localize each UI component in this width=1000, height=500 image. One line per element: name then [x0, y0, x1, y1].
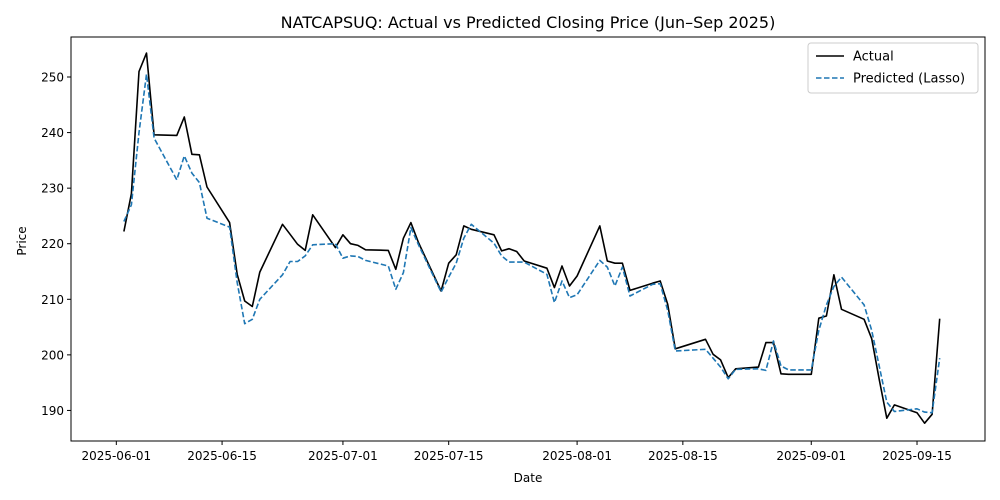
x-tick-label: 2025-09-15 [882, 449, 952, 463]
legend-label: Actual [853, 50, 894, 65]
series-line-predicted [123, 73, 941, 414]
y-axis-title: Price [15, 226, 29, 255]
y-tick-label: 200 [41, 348, 64, 362]
legend-label: Predicted (Lasso) [853, 72, 965, 87]
legend: Actual Predicted (Lasso) [807, 42, 979, 94]
x-axis-title: Date [514, 471, 543, 485]
y-tick-label: 210 [41, 293, 64, 307]
x-tick-label: 2025-06-01 [81, 449, 151, 463]
y-tick-label: 220 [41, 237, 64, 251]
y-tick-label: 250 [41, 71, 64, 85]
x-tick-label: 2025-09-01 [776, 449, 846, 463]
x-tick-label: 2025-07-15 [414, 449, 484, 463]
x-tick-label: 2025-07-01 [308, 449, 378, 463]
series-line-actual [123, 52, 941, 425]
x-tick-label: 2025-06-15 [187, 449, 257, 463]
x-tick-label: 2025-08-15 [648, 449, 718, 463]
plot-frame [70, 36, 986, 442]
y-axis: 190 200 210 220 230 240 250 [41, 71, 71, 418]
y-tick-label: 190 [41, 404, 64, 418]
y-tick-label: 240 [41, 126, 64, 140]
legend-box [807, 42, 979, 94]
y-tick-label: 230 [41, 182, 64, 196]
x-axis: 2025-06-01 2025-06-15 2025-07-01 2025-07-15… [81, 441, 952, 463]
series-layer [123, 52, 941, 425]
chart-title: NATCAPSUQ: Actual vs Predicted Closing P… [281, 13, 776, 32]
x-tick-label: 2025-08-01 [542, 449, 612, 463]
